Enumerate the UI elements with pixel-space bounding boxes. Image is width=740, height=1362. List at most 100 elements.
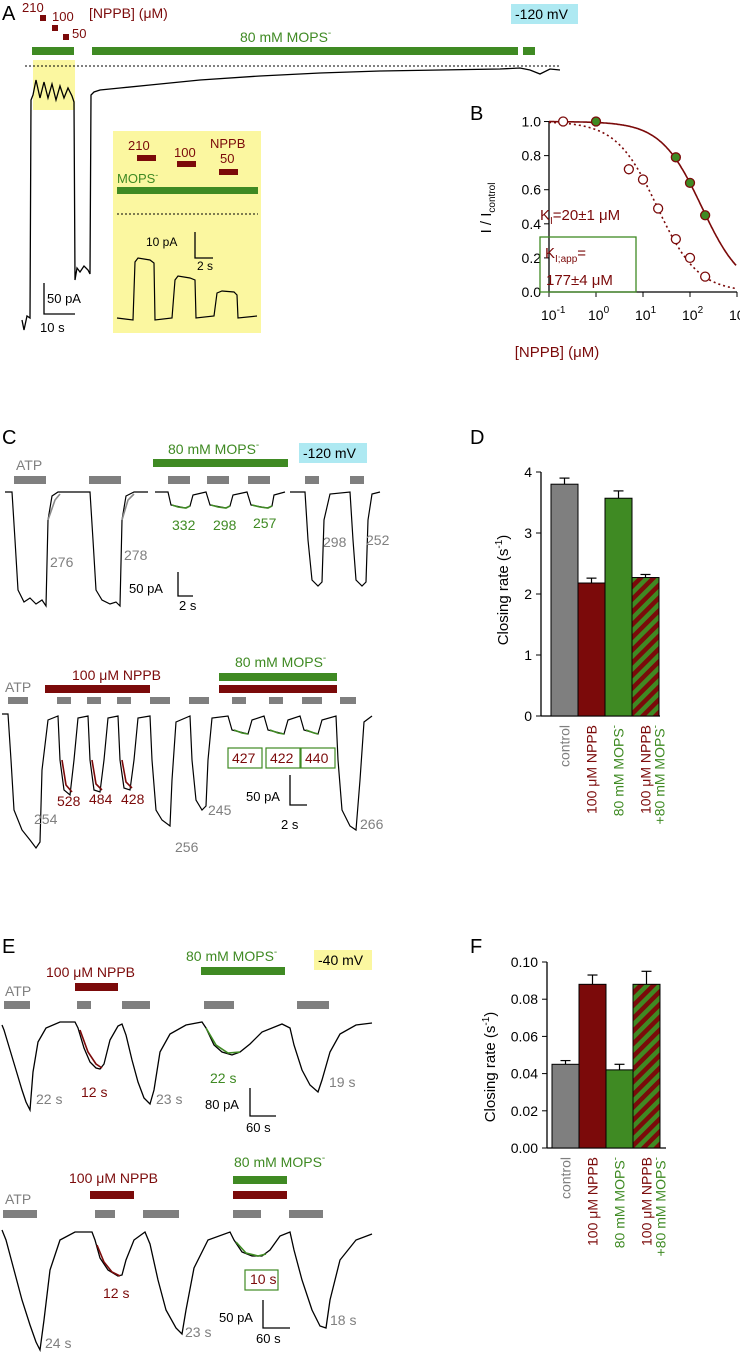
conc-bar-50 <box>63 34 69 40</box>
scale-time-c1: 2 s <box>179 598 197 613</box>
svg-text:427: 427 <box>232 750 256 766</box>
mops-bar-c1 <box>153 459 288 467</box>
category-label-2: 80 mM MOPS- <box>610 725 627 816</box>
b-xtick-label: 103 <box>729 305 740 323</box>
svg-text:19 s: 19 s <box>329 1074 355 1090</box>
svg-text:12 s: 12 s <box>81 1084 107 1100</box>
nppb-bar-e1 <box>75 983 118 991</box>
b-xlabel: [NPPB] (μM) <box>515 344 599 361</box>
conc-label-100: 100 <box>52 9 74 24</box>
kiapp-box <box>539 236 637 293</box>
ytick-label: 0.08 <box>511 991 538 1007</box>
svg-text:23 s: 23 s <box>156 1091 182 1107</box>
scale-current-c2: 50 pA <box>246 789 280 804</box>
svg-text:484: 484 <box>89 791 113 807</box>
scale-bar-e2 <box>262 1300 290 1329</box>
inset-mops-bar <box>117 187 258 194</box>
kiapp-value: 177±4 μM <box>546 272 613 289</box>
nppb-bar-c2 <box>45 685 150 693</box>
category-label-3: 100 μM NPPB <box>639 1157 655 1246</box>
scale-time-a: 10 s <box>40 320 65 335</box>
b-ytick-label: 0.4 <box>522 216 542 232</box>
mops-bar-e2 <box>233 1176 287 1184</box>
svg-text:257: 257 <box>253 515 277 531</box>
svg-text:278: 278 <box>124 547 148 563</box>
svg-text:332: 332 <box>172 517 196 533</box>
svg-text:298: 298 <box>323 534 347 550</box>
scale-time-e2: 60 s <box>256 1331 281 1346</box>
svg-text:22 s: 22 s <box>36 1091 62 1107</box>
b-ytick-label: 0.8 <box>522 148 542 164</box>
mops-bar-a1 <box>32 47 74 55</box>
b-point-series-0 <box>590 116 602 127</box>
inset-scale-current: 10 pA <box>146 235 177 249</box>
voltage-label-e: -40 mV <box>318 952 364 968</box>
b-point-series-1 <box>637 174 649 185</box>
mops-bar-a2 <box>92 47 518 55</box>
fit-c1-control <box>47 493 135 521</box>
inset-nppb-label: NPPB <box>210 136 245 151</box>
svg-text:422: 422 <box>270 750 294 766</box>
scale-current-e2: 50 pA <box>219 1310 253 1325</box>
conc-bar-210 <box>40 15 46 21</box>
e2-number-box <box>244 1269 279 1291</box>
fit-e1-nppb <box>79 1029 103 1069</box>
b-ylabel: I / Icontrol <box>478 183 498 234</box>
mops-bar-e1 <box>201 967 285 975</box>
bar-0 <box>551 1063 580 1149</box>
c2-number-boxes <box>227 747 336 769</box>
b-ytick-label: 0.6 <box>522 182 542 198</box>
b-xtick-label: 101 <box>635 305 657 323</box>
conc-label-50: 50 <box>72 26 86 41</box>
e1-numbers: 22 s 12 s 23 s 22 s 19 s <box>36 1070 355 1107</box>
inset-conc-210: 210 <box>128 138 150 153</box>
bar-3 <box>631 577 660 717</box>
b-point-series-1 <box>699 271 711 282</box>
panel-d-chart: D Closing rate (s-1) 0 1 2 3 4 control 100 μM … <box>470 427 668 824</box>
panel-b-axes: 0.0 0.2 0.4 0.6 0.8 1.0 10-1 100 101 102 103 <box>522 114 740 323</box>
trace-e1 <box>1 1021 373 1113</box>
atp-bars-e2 <box>3 1210 323 1218</box>
panel-label-e: E <box>2 936 15 958</box>
category-label-1: 100 μM NPPB <box>585 1157 601 1246</box>
inset-conc-50: 50 <box>220 151 234 166</box>
ytick-label: 0.04 <box>511 1066 538 1082</box>
voltage-box-a <box>511 4 578 24</box>
panel-label-a: A <box>2 3 16 25</box>
svg-text:266: 266 <box>360 816 384 832</box>
c2-numbers: 254 528 484 428 256 245 427 422 440 266 <box>34 750 384 855</box>
mops-bar-a3 <box>523 47 535 55</box>
ytick-label: 1 <box>524 647 532 663</box>
mops-label-e1: 80 mM MOPS- <box>186 947 277 964</box>
category-label-3: 100 μM NPPB <box>638 725 654 814</box>
nppb-bar-e2b <box>233 1191 287 1199</box>
b-point-series-0 <box>684 177 696 189</box>
ytick-label: 0 <box>524 708 532 724</box>
fit-e2-mops <box>235 1241 267 1257</box>
b-ytick-label: 1.0 <box>522 114 542 130</box>
svg-text:24 s: 24 s <box>45 1335 71 1351</box>
b-xtick-label: 10-1 <box>541 305 566 323</box>
kiapp-annotation: KI;app= <box>545 245 586 265</box>
svg-text:12 s: 12 s <box>103 1285 129 1301</box>
bar-3 <box>632 983 661 1149</box>
atp-bars-c2 <box>8 697 356 704</box>
inset-scale-time: 2 s <box>197 259 213 273</box>
panel-e: E ATP 100 μM NPPB 80 mM MOPS- -40 mV 22 … <box>1 936 373 1353</box>
b-fit-series-0 <box>549 120 737 266</box>
c1-numbers: 276 278 332 298 257 298 252 <box>50 515 390 570</box>
ytick-label: 0.10 <box>511 954 538 970</box>
panel-c: C ATP 80 mM MOPS- -120 mV 276 278 332 29… <box>2 427 390 855</box>
bar-1 <box>577 582 606 717</box>
nppb-bar-e2 <box>90 1191 134 1199</box>
inset-mops-label: MOPS- <box>117 170 158 186</box>
voltage-label-c: -120 mV <box>303 445 357 461</box>
ytick-label: 0.06 <box>511 1028 538 1044</box>
inset-a: 210 100 NPPB 50 MOPS- 10 pA 2 s <box>113 131 261 333</box>
mops-bar-c2 <box>219 673 337 681</box>
e2-numbers: 24 s 12 s 23 s 10 s 18 s <box>45 1271 356 1351</box>
ytick-label: 4 <box>524 464 532 480</box>
ytick-label: 2 <box>524 586 532 602</box>
b-point-series-1 <box>652 203 664 214</box>
